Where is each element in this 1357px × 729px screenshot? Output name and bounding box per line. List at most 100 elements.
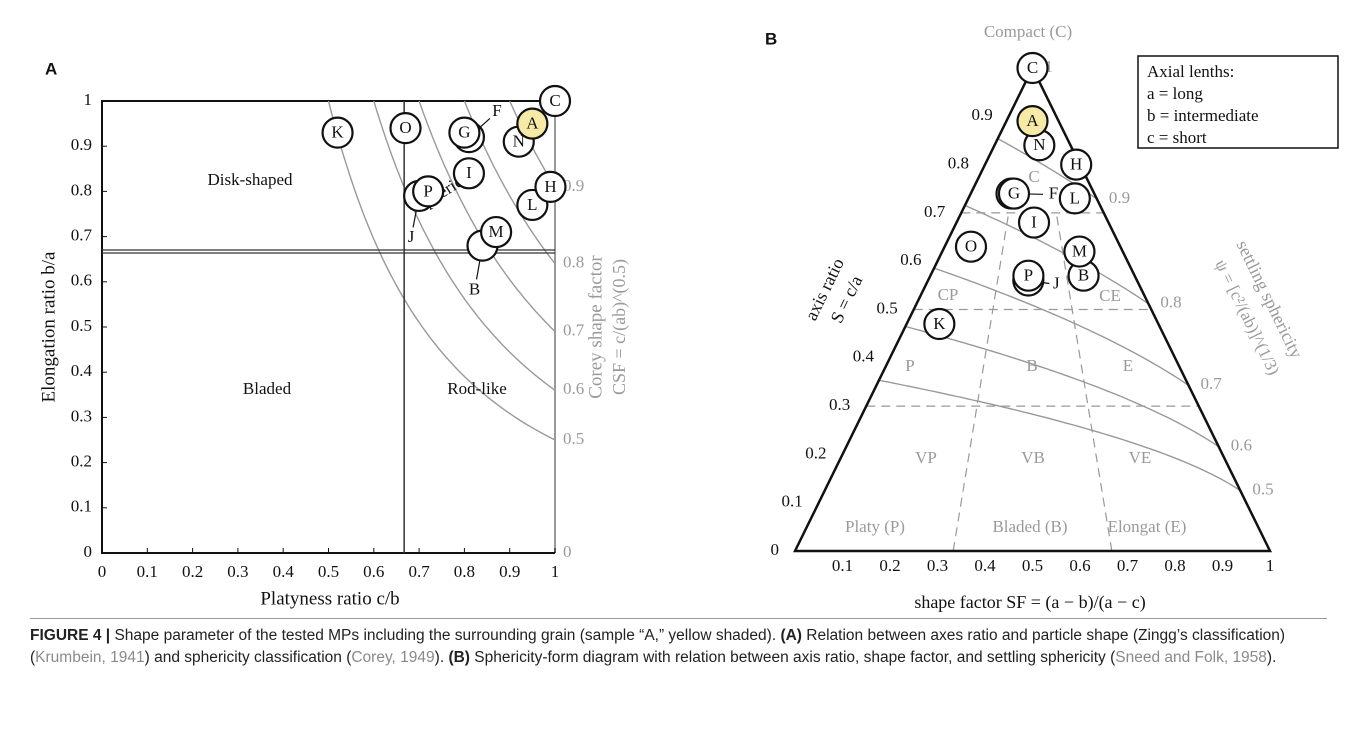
figure: A0 0.1 0.2 0.3 0.4 0.5 0.6 0.7 0.8 0.9 100.10.20.3… [38,22,1339,613]
point-label: I [466,163,472,182]
y2-tick-label: 0.5 [1252,480,1273,499]
legend-text: a = long [1147,84,1203,103]
y-tick-label: 0.7 [924,202,946,221]
region-label: Rod-like [447,379,507,398]
x-tick-label: 0.6 [363,562,384,581]
region-label: Compact (C) [984,22,1072,41]
region-label: B [1026,356,1037,375]
x-axis-label: Platyness ratio c/b [260,588,399,609]
x-tick-label: 0.4 [974,556,996,575]
point-label: P [423,181,432,200]
x-tick-label: 0.9 [1212,556,1233,575]
point-label: J [1053,273,1060,292]
point-label: N [1033,135,1045,154]
x-tick-label: 0.4 [273,562,295,581]
x-tick-label: 1 [551,562,560,581]
point-label: K [331,123,344,142]
point [534,170,567,203]
point [954,230,988,263]
y-tick-label: 0.2 [71,452,92,471]
y-tick-label: 0.8 [948,154,969,173]
csf-curve [418,100,556,333]
point [997,177,1031,210]
legend-text: Axial lenths: [1147,62,1234,81]
point [538,84,572,118]
panel-label: B [765,29,777,48]
y-tick-label: 0.4 [71,361,93,380]
y-tick-label: 1 [84,90,93,109]
y2-tick-label: 1 [1045,57,1054,76]
point [1060,148,1093,181]
leader-line [412,210,417,228]
x-tick-label: 0.7 [408,562,430,581]
region-label: Elongat (E) [1108,517,1187,536]
point-label: N [513,132,525,151]
x-tick-label: 0.9 [499,562,520,581]
panel-label: A [45,59,57,78]
caption: FIGURE 4 | Shape parameter of the tested… [30,618,1327,669]
csf-curve [373,100,556,391]
point [923,307,956,341]
y2-tick-label: 0.8 [563,253,584,272]
caption-text: Shape parameter of the tested MPs includ… [110,627,781,644]
caption-text: (A) [780,627,802,644]
point-label: H [1070,155,1082,174]
caption-text: Corey, 1949 [351,649,435,666]
region-label: VP [915,448,937,467]
y2-tick-label: 0.9 [1109,188,1130,207]
y-tick-label: 0.6 [900,250,921,269]
point [1016,51,1049,85]
x-tick-label: 0.8 [454,562,475,581]
y-axis-label: Elongation ratio b/a [38,251,59,402]
point-label: G [1008,183,1020,202]
y2-tick-label: 0.6 [563,379,584,398]
y-tick-label: 0.3 [829,395,850,414]
point-label: A [1026,111,1039,130]
point-label: O [965,237,977,256]
caption-text: Krumbein, 1941 [35,649,145,666]
point-label: H [544,177,556,196]
point-label: C [549,91,560,110]
point [452,157,486,190]
point [1063,235,1096,268]
x-tick-label: 0.2 [182,562,203,581]
y-tick-label: 0 [84,542,93,561]
point-label: C [1027,58,1038,77]
x-tick-label: 0.3 [927,556,948,575]
y2-tick-label: 0.7 [563,320,585,339]
region-label: CP [938,285,959,304]
point [412,175,445,208]
y-tick-label: 0.6 [71,271,92,290]
caption-text: Sphericity-form diagram with relation be… [469,649,1116,666]
point [480,215,513,249]
y-tick-label: 0.5 [71,316,92,335]
x-tick-label: 0.3 [227,562,248,581]
y2-axis-label: Corey shape factor [585,255,606,399]
point-label: K [933,314,946,333]
y2-tick-label: 0 [563,542,572,561]
x-axis-label: shape factor SF = (a − b)/(a − c) [914,592,1145,613]
y2-tick-label: 0.8 [1160,293,1181,312]
y-tick-label: 0 [771,540,780,559]
y-tick-label: 0.4 [853,347,875,366]
sphericity-curve [933,267,1189,386]
point-label: G [458,123,470,142]
region-label: E [1123,356,1133,375]
y-tick-label: 0.7 [71,226,93,245]
caption-text: FIGURE 4 | [30,627,111,644]
csf-curve [327,100,556,441]
x-tick-label: 0.6 [1069,556,1090,575]
y2-tick-label: 0.6 [1231,436,1252,455]
caption-text: Sneed and Folk, 1958 [1115,649,1267,666]
point-label: F [492,101,501,120]
x-tick-label: 0.5 [1022,556,1043,575]
legend-text: c = short [1147,128,1207,147]
caption-text: ). [434,649,449,666]
legend-box [1137,55,1339,149]
point [1016,105,1049,138]
y2-tick-label: 0.9 [563,176,584,195]
region-label: VB [1021,448,1045,467]
region-label: Bladed (B) [992,517,1067,536]
point-label: F [1049,183,1058,202]
region-label: Platy (P) [845,517,905,536]
